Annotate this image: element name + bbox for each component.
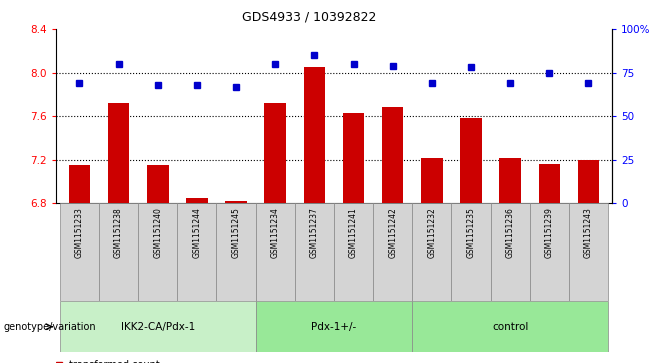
- Bar: [225, 201, 247, 203]
- Text: GSM1151237: GSM1151237: [310, 207, 319, 258]
- Bar: [255, 301, 413, 352]
- Bar: [138, 203, 177, 301]
- Bar: [373, 203, 413, 301]
- Bar: [303, 67, 325, 203]
- Bar: [334, 203, 373, 301]
- Bar: [295, 203, 334, 301]
- Bar: [382, 107, 403, 203]
- Bar: [265, 103, 286, 203]
- Bar: [413, 301, 608, 352]
- Bar: [186, 198, 208, 203]
- Bar: [491, 203, 530, 301]
- Text: GSM1151241: GSM1151241: [349, 207, 358, 258]
- Bar: [460, 118, 482, 203]
- Text: GSM1151235: GSM1151235: [467, 207, 476, 258]
- Bar: [60, 301, 255, 352]
- Text: control: control: [492, 322, 528, 332]
- Bar: [60, 203, 99, 301]
- Text: GSM1151242: GSM1151242: [388, 207, 397, 258]
- Bar: [538, 164, 560, 203]
- Bar: [108, 103, 130, 203]
- Text: GSM1151244: GSM1151244: [192, 207, 201, 258]
- Text: IKK2-CA/Pdx-1: IKK2-CA/Pdx-1: [120, 322, 195, 332]
- Bar: [421, 158, 443, 203]
- Text: GSM1151234: GSM1151234: [270, 207, 280, 258]
- Text: GSM1151240: GSM1151240: [153, 207, 163, 258]
- Bar: [413, 203, 451, 301]
- Bar: [499, 158, 521, 203]
- Bar: [530, 203, 569, 301]
- Text: GSM1151236: GSM1151236: [505, 207, 515, 258]
- Text: GDS4933 / 10392822: GDS4933 / 10392822: [242, 11, 376, 24]
- Text: transformed count: transformed count: [69, 360, 160, 363]
- Bar: [99, 203, 138, 301]
- Text: GSM1151238: GSM1151238: [114, 207, 123, 258]
- Text: GSM1151232: GSM1151232: [427, 207, 436, 258]
- Bar: [343, 113, 365, 203]
- Text: GSM1151245: GSM1151245: [232, 207, 241, 258]
- Text: GSM1151239: GSM1151239: [545, 207, 554, 258]
- Bar: [216, 203, 255, 301]
- Text: genotype/variation: genotype/variation: [3, 322, 96, 332]
- Bar: [578, 160, 599, 203]
- Bar: [68, 165, 90, 203]
- Bar: [147, 165, 168, 203]
- Bar: [177, 203, 216, 301]
- Bar: [569, 203, 608, 301]
- Text: GSM1151243: GSM1151243: [584, 207, 593, 258]
- Text: Pdx-1+/-: Pdx-1+/-: [311, 322, 357, 332]
- Text: GSM1151233: GSM1151233: [75, 207, 84, 258]
- Bar: [451, 203, 491, 301]
- Bar: [255, 203, 295, 301]
